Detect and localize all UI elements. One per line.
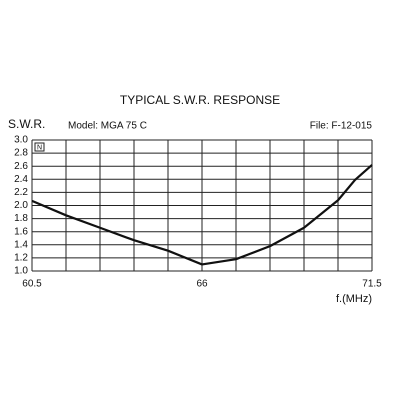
y-tick-label: 1.6: [14, 226, 28, 237]
badge: N: [37, 144, 42, 151]
y-tick-label: 1.8: [14, 213, 28, 224]
y-tick-label: 1.0: [14, 266, 28, 277]
y-tick-label: 1.2: [14, 253, 28, 264]
x-tick-label: 60.5: [22, 279, 42, 290]
y-tick-label: 2.6: [14, 161, 28, 172]
y-tick-label: 1.4: [14, 239, 28, 250]
chart-title: TYPICAL S.W.R. RESPONSE: [120, 93, 280, 107]
y-tick-label: 2.0: [14, 200, 28, 211]
y-tick-label: 2.2: [14, 187, 28, 198]
x-tick-label: 66: [196, 279, 208, 290]
x-tick-label: 71.5: [362, 279, 382, 290]
y-tick-label: 2.8: [14, 148, 28, 159]
x-axis-label: f.(MHz): [336, 293, 372, 305]
model-label: Model: MGA 75 C: [68, 121, 147, 132]
swr-curve: [31, 164, 373, 266]
y-tick-label: 2.4: [14, 174, 28, 185]
file-label: File: F-12-015: [310, 121, 373, 132]
y-tick-label: 3.0: [14, 135, 28, 146]
badge-box: [34, 142, 45, 152]
y-axis-label: S.W.R.: [8, 117, 45, 131]
